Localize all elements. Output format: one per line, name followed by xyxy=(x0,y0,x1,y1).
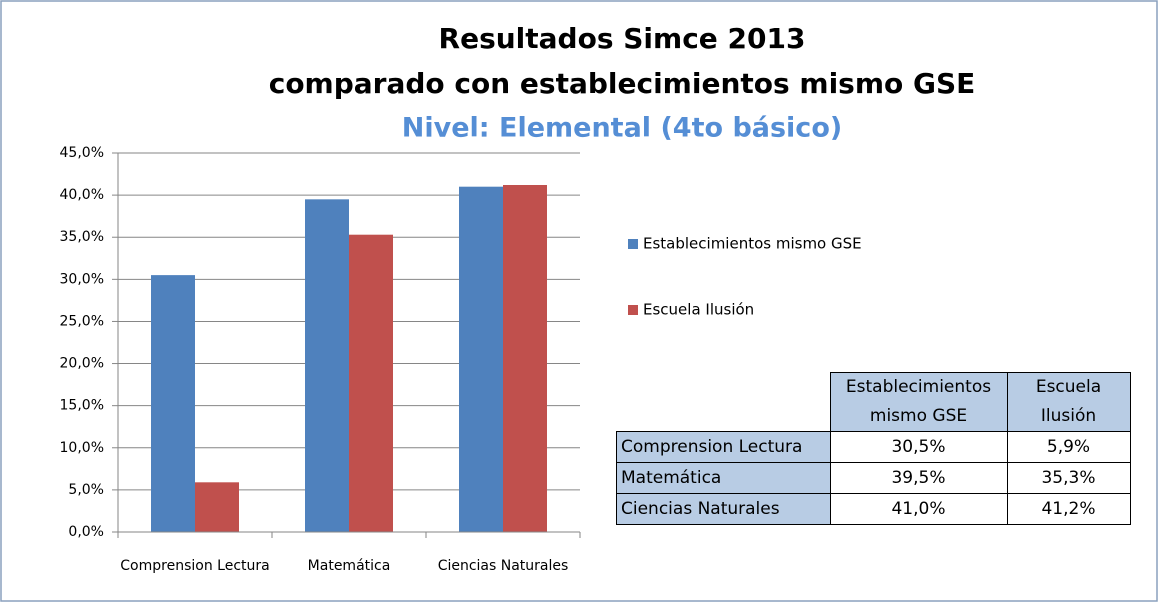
bar xyxy=(503,185,547,532)
y-tick-label: 20,0% xyxy=(60,356,104,372)
chart-subtitle: Nivel: Elemental (4to básico) xyxy=(402,113,842,144)
row-header: Comprension Lectura xyxy=(616,431,831,463)
y-tick-label: 10,0% xyxy=(60,440,104,456)
y-tick-label: 25,0% xyxy=(60,313,104,329)
chart-title: Resultados Simce 2013 xyxy=(439,22,806,55)
chart-title: comparado con establecimientos mismo GSE xyxy=(269,67,976,100)
y-tick-label: 0,0% xyxy=(68,524,104,540)
legend-label: Establecimientos mismo GSE xyxy=(643,235,862,253)
table-cell: 41,0% xyxy=(829,493,1008,525)
y-tick-label: 15,0% xyxy=(60,398,104,414)
x-tick-label: Ciencias Naturales xyxy=(438,558,569,574)
x-tick-label: Matemática xyxy=(308,558,391,574)
bar xyxy=(151,275,195,532)
y-tick-label: 5,0% xyxy=(68,482,104,498)
bar xyxy=(195,482,239,532)
bar xyxy=(459,186,503,532)
bar xyxy=(305,199,349,533)
y-tick-label: 40,0% xyxy=(60,187,104,203)
table-cell: 39,5% xyxy=(829,462,1008,494)
table-cell: 30,5% xyxy=(829,431,1008,463)
table-cell: 5,9% xyxy=(1006,431,1131,463)
table-cell: 35,3% xyxy=(1006,462,1131,494)
y-tick-label: 45,0% xyxy=(60,145,104,161)
row-header: Ciencias Naturales xyxy=(616,493,831,525)
data-table: Establecimientos mismo GSE Escuela Ilusi… xyxy=(616,372,1131,525)
legend-swatch xyxy=(628,239,638,249)
x-tick-label: Comprension Lectura xyxy=(120,558,269,574)
table-header: Escuela Ilusión xyxy=(1006,372,1131,432)
table-cell: 41,2% xyxy=(1006,493,1131,525)
table-header: Establecimientos mismo GSE xyxy=(829,372,1008,432)
bar xyxy=(349,234,393,532)
row-header: Matemática xyxy=(616,462,831,494)
y-tick-label: 30,0% xyxy=(60,271,104,287)
legend-swatch xyxy=(628,305,638,315)
y-tick-label: 35,0% xyxy=(60,229,104,245)
legend-label: Escuela Ilusión xyxy=(643,301,754,319)
